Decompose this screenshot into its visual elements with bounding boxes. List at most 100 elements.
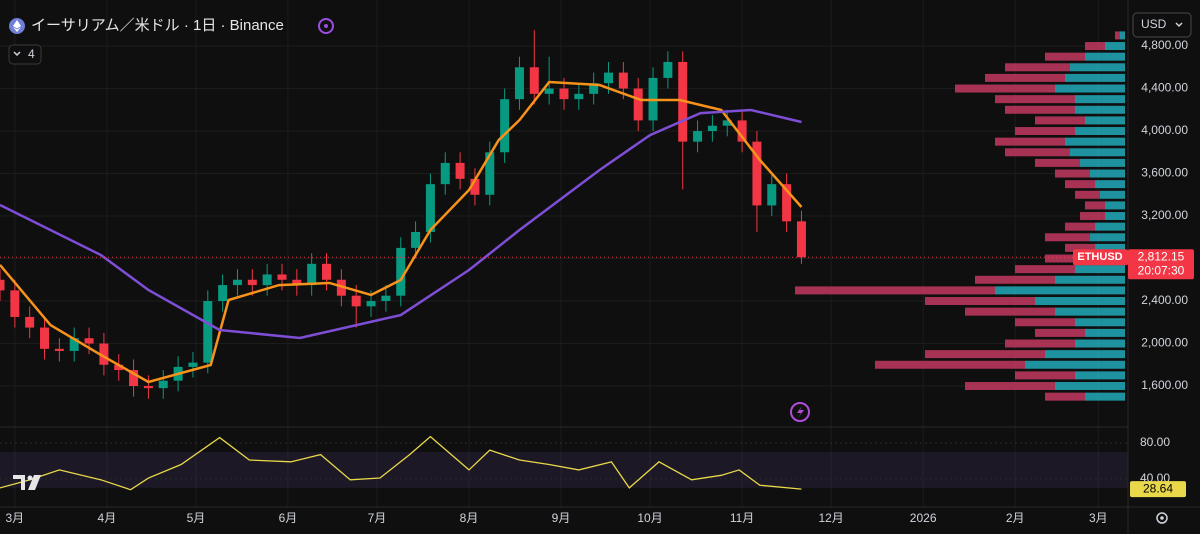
candle-body bbox=[722, 120, 732, 126]
volume-up bbox=[995, 286, 1125, 295]
grid-layer bbox=[0, 0, 1128, 507]
candle-body bbox=[232, 279, 242, 286]
candle-body bbox=[663, 61, 673, 78]
x-tick-label: 4月 bbox=[98, 511, 117, 525]
volume-up bbox=[1055, 307, 1125, 316]
volume-down bbox=[975, 275, 1055, 284]
last-price-label: 2,812.15 bbox=[1138, 249, 1185, 263]
candle-body bbox=[10, 290, 20, 317]
volume-down bbox=[1005, 105, 1075, 114]
volume-up bbox=[1075, 265, 1125, 274]
candle-body bbox=[84, 338, 94, 344]
volume-down bbox=[965, 382, 1055, 391]
x-tick-label: 6月 bbox=[279, 511, 298, 525]
y-tick-label: 4,400.00 bbox=[1141, 81, 1188, 95]
chevron-icon bbox=[13, 51, 21, 57]
volume-up bbox=[1105, 201, 1125, 210]
volume-up bbox=[1075, 127, 1125, 136]
volume-up bbox=[1075, 95, 1125, 104]
volume-down bbox=[1035, 116, 1085, 125]
volume-down bbox=[1080, 212, 1105, 221]
price-tag bbox=[1128, 249, 1194, 280]
volume-down bbox=[1015, 265, 1075, 274]
volume-up bbox=[1025, 360, 1125, 369]
volume-down bbox=[1075, 190, 1100, 199]
candle-body bbox=[143, 386, 153, 389]
candle-body bbox=[782, 184, 792, 222]
candle-body bbox=[292, 279, 302, 286]
rsi-value-label: 28.64 bbox=[1143, 481, 1173, 495]
candle-body bbox=[307, 263, 317, 286]
candle-body bbox=[203, 301, 213, 363]
volume-down bbox=[1005, 148, 1070, 157]
candle-body bbox=[188, 362, 198, 367]
symbol-tag bbox=[1073, 249, 1128, 266]
volume-up bbox=[1085, 116, 1125, 125]
volume-up bbox=[1085, 328, 1125, 337]
symbol-label: ETHUSD bbox=[1077, 251, 1122, 263]
candle-body bbox=[381, 295, 391, 302]
volume-down bbox=[1045, 254, 1085, 263]
candle-body bbox=[693, 131, 703, 142]
x-tick-label: 3月 bbox=[1089, 511, 1108, 525]
volume-down bbox=[1045, 52, 1085, 61]
moving-average bbox=[0, 80, 803, 384]
volume-down bbox=[925, 297, 1035, 306]
volume-down bbox=[1005, 339, 1075, 348]
volume-down bbox=[1065, 243, 1095, 252]
x-tick-label: 12月 bbox=[818, 511, 843, 525]
volume-up bbox=[1075, 105, 1125, 114]
volume-down bbox=[1005, 63, 1070, 72]
volume-down bbox=[1045, 233, 1090, 242]
currency-label: USD bbox=[1141, 17, 1167, 31]
candle-body bbox=[707, 125, 717, 132]
candle-body bbox=[767, 184, 777, 206]
y-tick-label: 1,600.00 bbox=[1141, 378, 1188, 392]
candle-body bbox=[99, 343, 109, 365]
candle-body bbox=[574, 93, 584, 100]
y-tick-label: 4,800.00 bbox=[1141, 38, 1188, 52]
volume-up bbox=[1055, 275, 1125, 284]
x-tick-label: 8月 bbox=[460, 511, 479, 525]
volume-up bbox=[1095, 180, 1125, 189]
volume-up bbox=[1035, 297, 1125, 306]
volume-down bbox=[985, 73, 1065, 82]
candle-body bbox=[247, 279, 257, 286]
coin-icon-glyph bbox=[13, 20, 21, 32]
candle-body bbox=[440, 162, 450, 185]
volume-down bbox=[1035, 328, 1085, 337]
volume-up bbox=[1070, 63, 1125, 72]
volume-down bbox=[1115, 31, 1120, 40]
candle-body bbox=[752, 141, 762, 206]
currency-select[interactable] bbox=[1132, 12, 1192, 38]
candle-body bbox=[25, 316, 35, 328]
settings-icon[interactable] bbox=[1156, 512, 1168, 524]
candle-body bbox=[544, 88, 554, 94]
volume-up bbox=[1055, 382, 1125, 391]
candle-body bbox=[218, 285, 228, 302]
candle-body bbox=[158, 380, 168, 389]
volume-up bbox=[1075, 371, 1125, 380]
volume-up bbox=[1090, 233, 1125, 242]
indicator-toggle[interactable] bbox=[8, 44, 42, 65]
candle-body bbox=[336, 279, 346, 296]
candle-body bbox=[470, 178, 480, 195]
volume-down bbox=[1085, 201, 1105, 210]
volume-down bbox=[1015, 318, 1075, 327]
volume-up bbox=[1080, 158, 1125, 167]
volume-down bbox=[995, 95, 1075, 104]
alert-icon[interactable] bbox=[790, 402, 810, 422]
volume-up bbox=[1055, 84, 1125, 93]
candle-body bbox=[425, 184, 435, 232]
moving-average bbox=[0, 108, 802, 340]
x-tick-label: 2月 bbox=[1006, 511, 1025, 525]
x-tick-label: 7月 bbox=[368, 511, 387, 525]
candle-body bbox=[737, 120, 747, 142]
volume-down bbox=[1015, 371, 1075, 380]
candle-body bbox=[455, 162, 465, 179]
rsi-value-tag bbox=[1130, 481, 1186, 498]
candle-body bbox=[0, 279, 5, 291]
x-tick-label: 2026 bbox=[910, 511, 937, 525]
tv-logo bbox=[13, 475, 41, 490]
candle-body bbox=[114, 364, 124, 371]
